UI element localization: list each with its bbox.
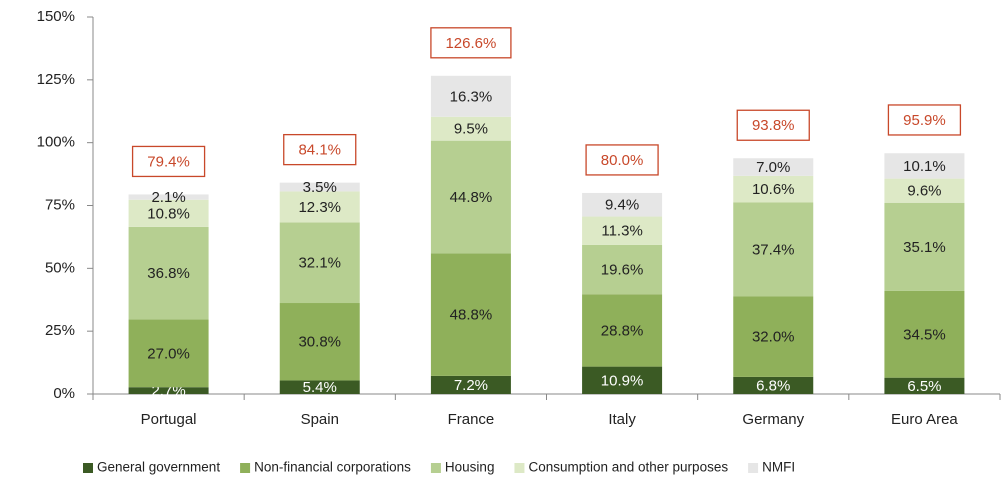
bar-segment xyxy=(884,178,965,203)
legend-swatch xyxy=(430,463,441,473)
bar-segment xyxy=(733,175,814,203)
x-tick-label: Germany xyxy=(742,411,804,428)
value-label: 5.4% xyxy=(303,379,337,396)
bar-segment xyxy=(582,244,663,295)
x-tick-label: Italy xyxy=(608,411,636,428)
value-label: 2.1% xyxy=(151,189,185,206)
legend-label: NMFI xyxy=(762,460,795,475)
bar-segment xyxy=(733,202,814,297)
bar-segment xyxy=(430,253,511,376)
value-label: 10.1% xyxy=(903,158,946,175)
total-box xyxy=(131,145,206,178)
bar-segment xyxy=(430,75,511,117)
value-label: 19.6% xyxy=(601,262,644,279)
bar-segment xyxy=(128,226,209,320)
legend-label: Consumption and other purposes xyxy=(528,460,728,475)
legend-swatch xyxy=(240,463,251,473)
value-label: 37.4% xyxy=(752,241,795,258)
y-tick-label: 75% xyxy=(45,196,75,213)
bar-segment xyxy=(128,387,209,394)
total-label: 79.4% xyxy=(147,153,190,170)
bar-segment xyxy=(430,140,511,254)
x-tick-label: Spain xyxy=(301,411,339,428)
bar-segment xyxy=(733,158,814,176)
value-label: 9.4% xyxy=(605,197,639,214)
legend-swatch xyxy=(83,463,93,473)
value-label: 10.6% xyxy=(752,181,795,198)
value-label: 6.8% xyxy=(756,377,790,394)
total-box xyxy=(430,27,512,59)
bar-segment xyxy=(279,222,360,304)
value-label: 3.5% xyxy=(303,179,337,196)
value-label: 34.5% xyxy=(903,326,946,343)
bar-segment xyxy=(582,192,663,217)
total-box xyxy=(736,109,810,141)
value-label: 16.3% xyxy=(450,88,493,105)
value-label: 28.8% xyxy=(601,322,644,339)
value-label: 9.6% xyxy=(907,183,941,200)
bar-segment xyxy=(733,376,814,394)
y-tick-label: 25% xyxy=(45,322,75,339)
value-label: 35.1% xyxy=(903,239,946,256)
value-label: 32.0% xyxy=(752,329,795,346)
bar-segment xyxy=(430,375,511,394)
legend-swatch xyxy=(748,463,759,473)
bar-segment xyxy=(128,194,209,200)
total-label: 95.9% xyxy=(903,112,946,129)
value-label: 10.8% xyxy=(147,205,190,222)
bar-segment xyxy=(279,380,360,394)
x-tick-label: Euro Area xyxy=(891,411,958,428)
bar-segment xyxy=(279,182,360,192)
value-label: 9.5% xyxy=(454,121,488,138)
bar-segment xyxy=(582,366,663,394)
value-label: 32.1% xyxy=(298,255,341,272)
total-label: 93.8% xyxy=(752,117,795,134)
total-label: 126.6% xyxy=(445,35,496,52)
value-label: 27.0% xyxy=(147,345,190,362)
value-label: 6.5% xyxy=(907,378,941,395)
bar-segment xyxy=(128,199,209,227)
y-tick-label: 125% xyxy=(37,71,75,88)
bar-segment xyxy=(279,303,360,381)
bar-segment xyxy=(884,153,965,179)
bar-segment xyxy=(884,202,965,291)
total-box xyxy=(585,144,659,176)
bar-segment xyxy=(430,116,511,141)
value-label: 36.8% xyxy=(147,265,190,282)
value-label: 7.2% xyxy=(454,377,488,394)
value-label: 7.0% xyxy=(756,159,790,176)
value-label: 11.3% xyxy=(601,223,642,240)
legend-label: Housing xyxy=(445,460,495,475)
y-tick-label: 150% xyxy=(37,8,75,25)
y-tick-label: 50% xyxy=(45,259,75,276)
y-tick-label: 0% xyxy=(53,385,75,402)
total-label: 80.0% xyxy=(601,152,644,169)
y-tick-label: 100% xyxy=(37,134,75,151)
value-label: 30.8% xyxy=(298,334,341,351)
value-label: 44.8% xyxy=(450,189,493,206)
total-label: 84.1% xyxy=(298,142,341,159)
x-tick-label: Portugal xyxy=(141,411,197,428)
bar-segment xyxy=(884,377,965,394)
value-label: 12.3% xyxy=(298,199,341,216)
legend-swatch xyxy=(514,463,525,473)
x-tick-label: France xyxy=(448,411,495,428)
bar-segment xyxy=(128,319,209,388)
bar-segment xyxy=(733,296,814,377)
value-label: 10.9% xyxy=(601,372,644,389)
bar-segment xyxy=(884,290,965,378)
bar-segment xyxy=(279,191,360,223)
bar-segment xyxy=(582,216,663,245)
legend-label: General government xyxy=(97,460,220,475)
value-label: 48.8% xyxy=(450,307,493,324)
total-box xyxy=(283,133,357,166)
bar-segment xyxy=(582,294,663,367)
total-box xyxy=(887,104,962,136)
legend-label: Non-financial corporations xyxy=(254,460,411,475)
